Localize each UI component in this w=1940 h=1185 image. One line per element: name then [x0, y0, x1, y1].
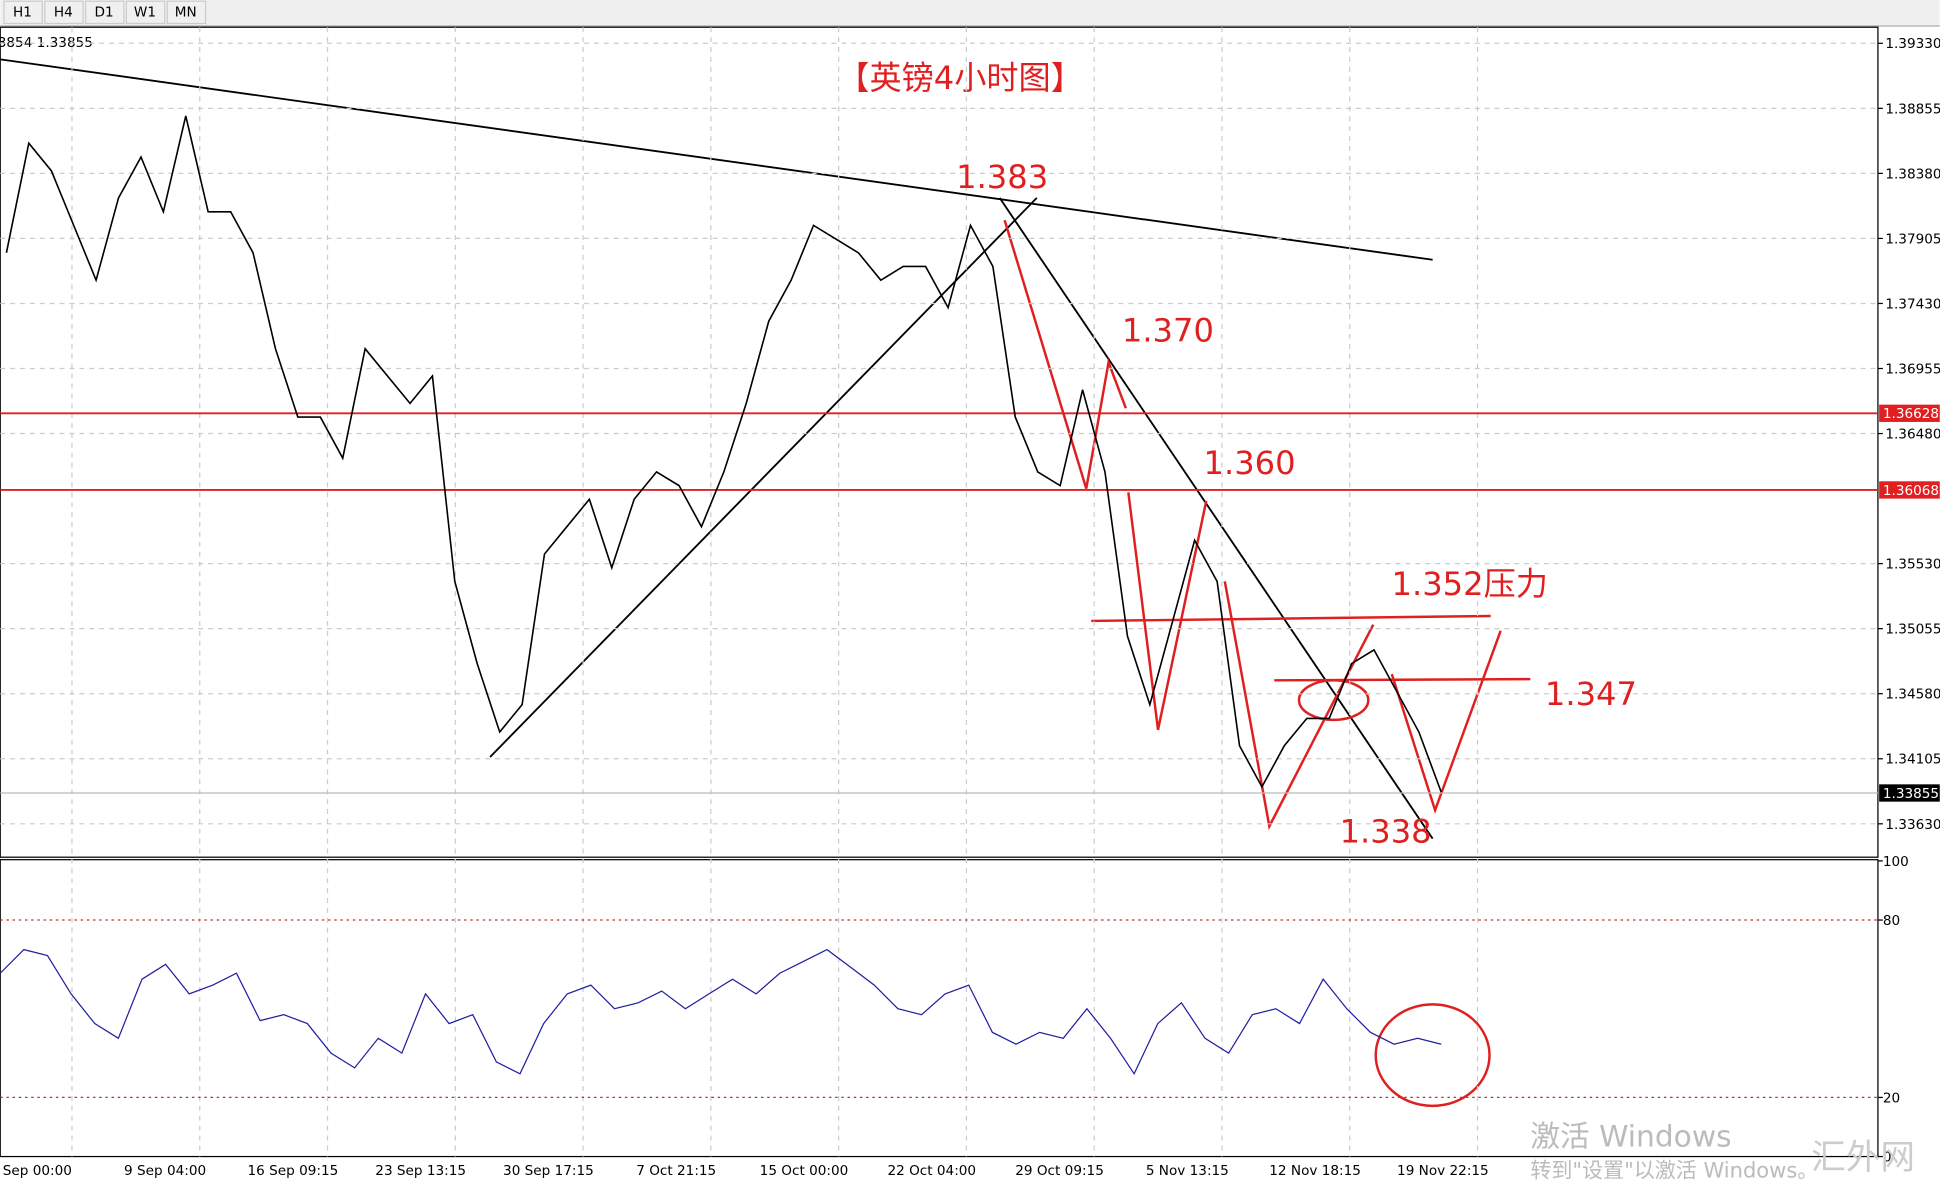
arrows	[1003, 219, 1531, 1108]
price-tick-label: 1.36480	[1885, 426, 1940, 442]
arrow	[1223, 581, 1375, 831]
timeframe-label[interactable]: W1	[134, 4, 156, 20]
price-tick-label: 1.37430	[1885, 296, 1940, 312]
price-tick-label: 1.34105	[1885, 752, 1940, 768]
rsi-tick-label: 80	[1883, 913, 1900, 929]
price-panel	[0, 26, 1879, 858]
time-label: 22 Oct 04:00	[887, 1163, 976, 1179]
current-price-tag	[1879, 784, 1940, 802]
trend-lines	[0, 58, 1434, 840]
price-tick-label: 1.35530	[1885, 557, 1940, 573]
trend-line	[998, 197, 1434, 840]
rsi-line	[0, 948, 1442, 1076]
time-label: 12 Nov 18:15	[1269, 1163, 1361, 1179]
timeframe-label[interactable]: MN	[175, 4, 197, 20]
price-tick-label: 1.35055	[1885, 622, 1940, 638]
time-label: 23 Sep 13:15	[375, 1163, 466, 1179]
timeframe-label[interactable]: H4	[54, 4, 73, 20]
rsi-tick-label: 20	[1883, 1090, 1900, 1106]
time-label: Sep 00:00	[3, 1163, 72, 1179]
time-label: 29 Oct 09:15	[1015, 1163, 1104, 1179]
arrow	[1274, 677, 1531, 682]
timeframe-button[interactable]	[125, 0, 166, 25]
level-tag	[1879, 481, 1940, 499]
trend-line	[0, 58, 1433, 261]
timeframe-button[interactable]	[44, 0, 84, 25]
current-price-label: 1.33855	[1883, 786, 1939, 802]
price-tick-label: 1.36955	[1885, 361, 1940, 377]
time-label: 5 Nov 13:15	[1146, 1163, 1229, 1179]
timeframe-label[interactable]: H1	[13, 4, 32, 20]
price-line	[5, 115, 1443, 793]
annotation: 1.360	[1204, 444, 1296, 482]
level-label: 1.36068	[1883, 483, 1939, 499]
trend-line	[489, 197, 1038, 758]
time-label: 15 Oct 00:00	[760, 1163, 849, 1179]
price-tick-label: 1.37905	[1885, 231, 1940, 247]
annotation: 1.347	[1545, 675, 1637, 713]
time-label: 30 Sep 17:15	[503, 1163, 594, 1179]
arrow	[1127, 492, 1208, 731]
price-tick-label: 1.33630	[1885, 817, 1940, 833]
arrow	[1390, 630, 1502, 815]
level-tag	[1879, 404, 1940, 422]
time-label: 9 Sep 04:00	[124, 1163, 206, 1179]
price-tick-label: 1.39330	[1885, 36, 1940, 52]
time-label: 16 Sep 09:15	[248, 1163, 339, 1179]
timeframe-button[interactable]	[166, 0, 207, 25]
price-tick-label: 1.38855	[1885, 101, 1940, 117]
watermark: 转到"设置"以激活 Windows。	[1530, 1158, 1818, 1183]
price-tick-label: 1.38380	[1885, 166, 1940, 182]
level-label: 1.36628	[1883, 406, 1939, 422]
toolbar	[0, 0, 1940, 26]
annotation: 1.352压力	[1392, 565, 1548, 603]
rsi-tick-label: 100	[1883, 854, 1909, 870]
time-label: 7 Oct 21:15	[636, 1163, 716, 1179]
time-label: 19 Nov 22:15	[1397, 1163, 1489, 1179]
rsi-tick-label: 0	[1883, 1149, 1892, 1165]
symbol-info: 3854 1.33855	[0, 35, 93, 51]
circle-mark	[1297, 679, 1370, 722]
arrow	[1003, 219, 1128, 489]
rsi-panel	[0, 859, 1879, 1158]
annotation: 1.338	[1340, 812, 1432, 850]
watermark: 激活 Windows	[1530, 1119, 1731, 1154]
circle-mark	[1374, 1003, 1491, 1108]
annotation: 1.370	[1122, 311, 1214, 349]
arrow	[1091, 614, 1491, 623]
watermark-site: 汇外网	[1811, 1138, 1915, 1178]
timeframe-button[interactable]	[84, 0, 125, 25]
annotation: 1.383	[956, 158, 1048, 196]
timeframe-button[interactable]	[3, 0, 43, 25]
price-tick-label: 1.34580	[1885, 687, 1940, 703]
timeframe-label[interactable]: D1	[95, 4, 114, 20]
chart-title: 【英镑4小时图】	[837, 59, 1083, 97]
